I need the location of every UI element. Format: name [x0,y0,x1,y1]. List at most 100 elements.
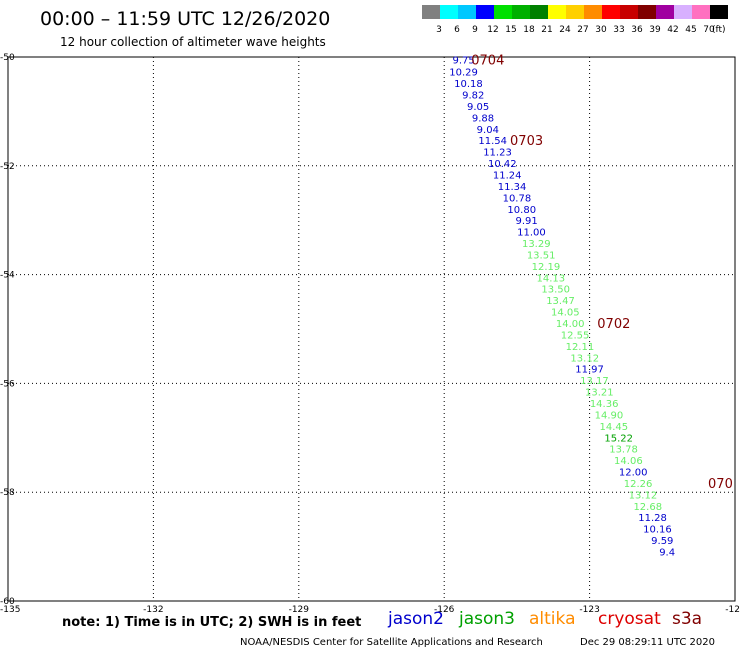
wave-height-point: 14.05 [551,308,580,319]
footer-note: note: 1) Time is in UTC; 2) SWH is in fe… [62,615,361,630]
x-tick-label: -12 [725,605,740,615]
pass-time-label: 070 [708,477,733,492]
scale-swatch [530,5,548,19]
scale-tick-label: 21 [541,25,552,35]
y-tick-label: -60 [0,597,15,607]
wave-height-point: 12.11 [566,342,595,353]
scale-swatch [656,5,674,19]
wave-height-point: 15.22 [604,433,633,444]
scale-swatch [440,5,458,19]
x-tick-label: -123 [579,605,599,615]
wave-height-point: 13.17 [580,376,609,387]
scale-tick-label: 6 [454,25,460,35]
wave-height-point: 9.05 [467,102,489,113]
wave-height-point: 9.75 [452,56,474,67]
satellite-legend-jason2: jason2 [387,609,444,629]
scale-tick-label: 45 [685,25,696,35]
scale-tick-label: 3 [436,25,442,35]
wave-height-point: 9.4 [659,547,675,558]
grid-lines [8,57,735,601]
wave-height-point: 9.88 [472,113,494,124]
wave-height-point: 9.82 [462,91,484,102]
wave-height-point: 11.97 [575,365,604,376]
wave-height-point: 14.36 [590,399,619,410]
scale-tick-label: 18 [523,25,535,35]
wave-height-point: 14.00 [556,319,585,330]
scale-tick-label: 30 [595,25,607,35]
y-tick-labels: -50 -52 -54 -56 -58 -60 [0,53,15,607]
scale-swatch [476,5,494,19]
scale-swatch [566,5,584,19]
scale-swatch [710,5,728,19]
x-tick-label: -126 [434,605,455,615]
scale-tick-label: 24 [559,25,571,35]
scale-swatch [548,5,566,19]
scale-tick-label: 33 [613,25,624,35]
wave-height-point: 11.34 [498,182,527,193]
wave-height-point: 14.13 [537,273,566,284]
scale-tick-label: 36 [631,25,643,35]
wave-height-point: 13.21 [585,388,614,399]
wave-height-point: 13.51 [527,250,556,261]
plot-frame [7,56,736,602]
scale-swatch [602,5,620,19]
scale-swatch [692,5,710,19]
wave-height-point: 10.78 [503,193,532,204]
wave-height-point: 10.18 [454,79,483,90]
pass-time-label: 0703 [510,134,543,149]
x-tick-label: -135 [0,605,20,615]
pass-time-labels: 0704 0703 0702 070 [471,54,733,492]
scale-tick-label: 15 [505,25,516,35]
x-tick-label: -132 [143,605,163,615]
scale-swatch [638,5,656,19]
wave-height-point: 13.47 [546,296,575,307]
wave-height-point: 10.80 [507,205,536,216]
wave-height-point: 10.16 [643,525,672,536]
scale-swatch [674,5,692,19]
footer-credit: NOAA/NESDIS Center for Satellite Applica… [240,637,543,648]
wave-height-point: 11.24 [493,171,522,182]
chart-subtitle: 12 hour collection of altimeter wave hei… [60,35,326,49]
wave-height-point: 14.06 [614,456,643,467]
y-tick-label: -50 [0,53,15,63]
chart-title: 00:00 – 11:59 UTC 12/26/2020 [40,8,330,30]
scale-swatch [620,5,638,19]
wave-height-point: 13.12 [629,490,658,501]
wave-height-point: 13.29 [522,239,551,250]
wave-height-point: 11.00 [517,228,546,239]
scale-tick-label: 12 [487,25,498,35]
y-tick-label: -52 [0,162,15,172]
pass-time-label: 0702 [597,317,630,332]
scale-swatch [458,5,476,19]
wave-height-point: 13.12 [570,353,599,364]
scale-tick-label: 42 [667,25,678,35]
y-tick-label: -56 [0,379,15,389]
wave-height-point: 12.68 [633,502,662,513]
wave-height-point: 11.54 [478,136,507,147]
wave-height-labels: 9.7510.2910.189.829.059.889.0411.5411.23… [449,56,675,559]
y-tick-label: -54 [0,271,15,281]
y-tick-label: -58 [0,488,15,498]
x-tick-label: -129 [289,605,310,615]
wave-height-point: 9.59 [651,536,673,547]
wave-height-point: 10.42 [488,159,517,170]
scale-swatch [422,5,440,19]
wave-height-point: 11.23 [483,148,512,159]
scale-tick-label: 9 [472,25,478,35]
wave-height-point: 13.50 [541,285,570,296]
satellite-legend-altika: altika [529,609,576,629]
wave-height-point: 14.90 [595,410,624,421]
footer-timestamp: Dec 29 08:29:11 UTC 2020 [580,637,715,648]
satellite-legend-s3a: s3a [672,609,702,629]
scale-tick-label: 27 [577,25,588,35]
color-scale [422,5,728,19]
scale-swatch [512,5,530,19]
x-tick-labels: -135 -132 -129 -126 -123 -12 [0,605,740,615]
wave-height-point: 10.29 [449,68,478,79]
pass-time-label: 0704 [471,54,504,69]
satellite-legend-cryosat: cryosat [598,609,661,629]
scale-swatch [584,5,602,19]
wave-height-point: 12.00 [619,468,648,479]
